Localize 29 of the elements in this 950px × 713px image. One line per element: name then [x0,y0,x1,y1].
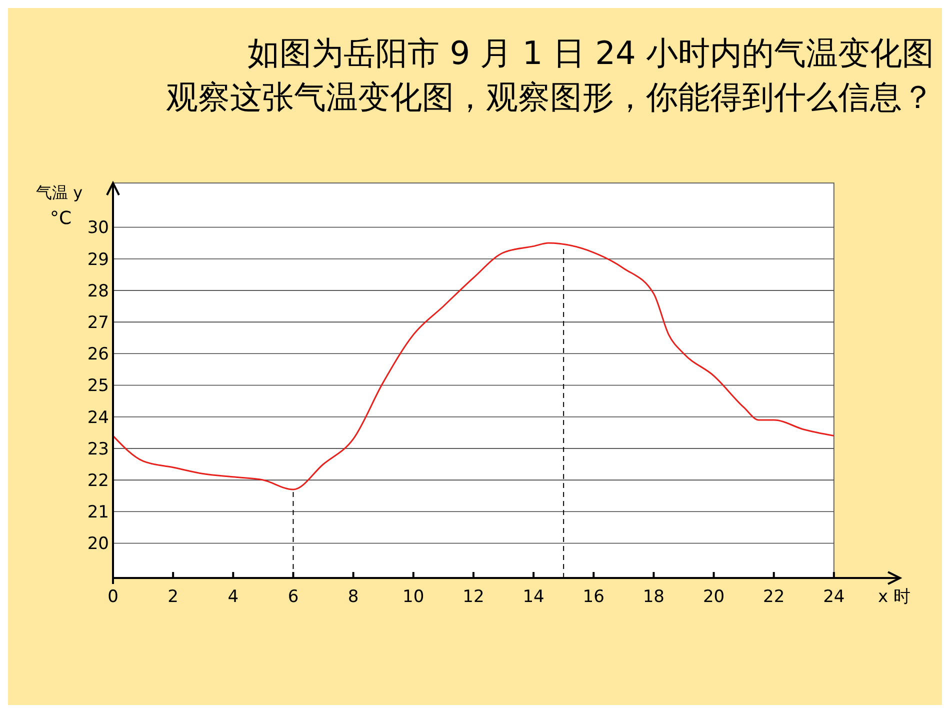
x-tick-label: 12 [462,587,484,607]
x-tick-label: 22 [763,587,785,607]
x-tick-label: 10 [402,587,424,607]
y-tick-label: 23 [87,439,109,460]
y-tick-label: 25 [87,376,109,396]
x-tick-label: 18 [642,587,665,607]
y-tick-label: 30 [87,218,109,238]
chart-title: 如图为岳阳市 9 月 1 日 24 小时内的气温变化图 [248,34,934,72]
y-tick-label: 28 [87,281,109,302]
x-tick-label: 16 [582,587,604,607]
chart-subtitle: 观察这张气温变化图，观察图形，你能得到什么信息？ [166,78,934,116]
x-tick-label: 4 [228,587,239,607]
x-tick-label: 24 [823,587,845,607]
x-tick-label: 20 [702,587,725,607]
y-tick-label: 26 [87,344,109,365]
x-tick-label: 6 [288,587,299,607]
x-tick-label: 8 [348,587,359,607]
y-tick-label: 24 [87,408,109,428]
y-tick-label: 20 [87,534,109,554]
y-tick-label: 27 [87,313,109,334]
line-series [112,242,835,490]
y-tick-label: 29 [87,250,109,270]
y-tick-label: 21 [87,502,109,523]
x-axis-title: x 时 [878,587,910,607]
y-axis-title: 气温 y °C [36,183,83,229]
x-tick-label: 14 [522,587,544,607]
x-tick-label: 2 [168,587,178,607]
y-tick-label: 22 [87,471,109,492]
x-tick-label: 0 [108,587,118,607]
